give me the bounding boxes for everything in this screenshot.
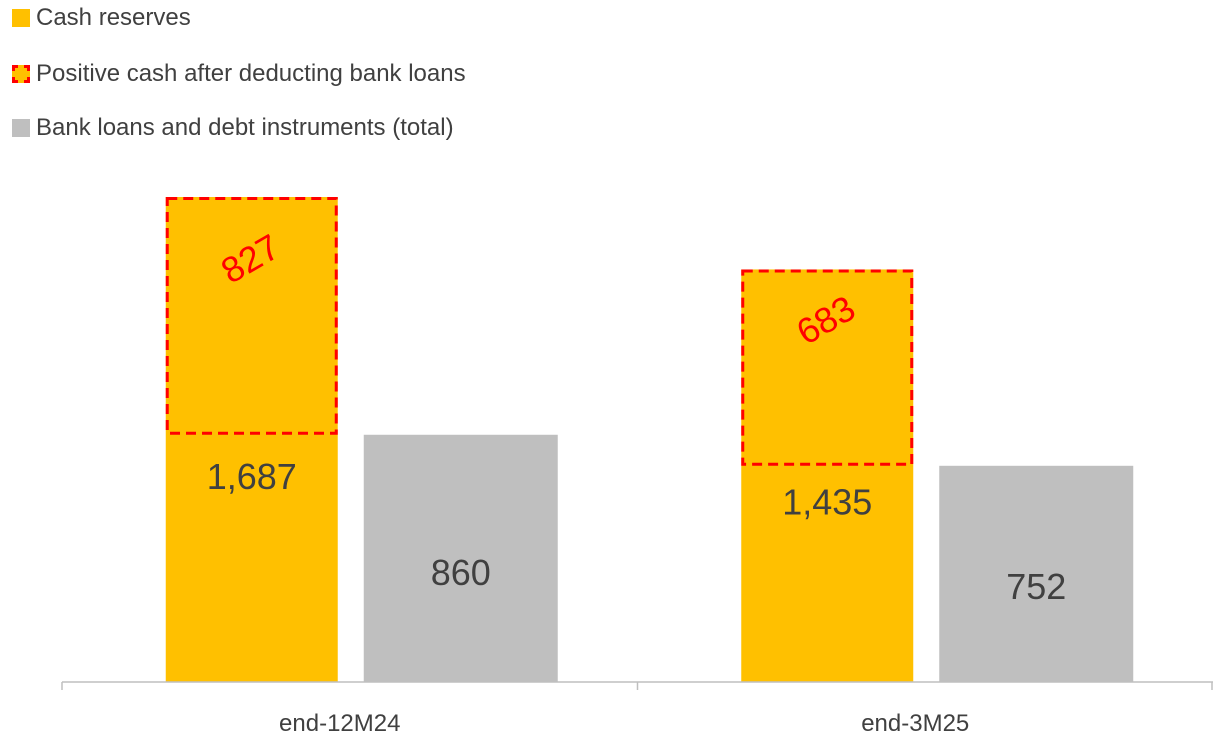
- highlight-box-positive-cash-0: [165, 197, 338, 435]
- data-label-cash-reserves-0: 1,687: [207, 456, 297, 497]
- legend-swatch-cash-reserves: [12, 9, 30, 27]
- x-tick-label-1: end-3M25: [861, 710, 969, 737]
- data-label-cash-reserves-1: 1,435: [782, 482, 872, 523]
- data-label-bank-loans-1: 752: [1006, 566, 1066, 607]
- bar-bank-loans-0: [363, 434, 558, 682]
- legend-swatch-bank-loans: [12, 119, 30, 137]
- highlight-box-positive-cash-1: [741, 269, 914, 466]
- legend-item-positive-cash: Positive cash after deducting bank loans: [12, 54, 466, 94]
- legend-label-positive-cash: Positive cash after deducting bank loans: [36, 60, 466, 87]
- bar-bank-loans-1: [939, 465, 1134, 682]
- legend-item-bank-loans: Bank loans and debt instruments (total): [12, 108, 466, 148]
- bar-cash-reserves-0: [165, 197, 338, 682]
- bar-cash-reserves-1: [741, 269, 914, 682]
- legend-swatch-positive-cash: [12, 65, 30, 83]
- x-tick-label-0: end-12M24: [279, 710, 400, 737]
- legend: Cash reserves Positive cash after deduct…: [12, 0, 466, 162]
- legend-label-cash-reserves: Cash reserves: [36, 4, 191, 31]
- legend-item-cash-reserves: Cash reserves: [12, 0, 466, 36]
- data-label-bank-loans-0: 860: [431, 552, 491, 593]
- legend-label-bank-loans: Bank loans and debt instruments (total): [36, 114, 454, 141]
